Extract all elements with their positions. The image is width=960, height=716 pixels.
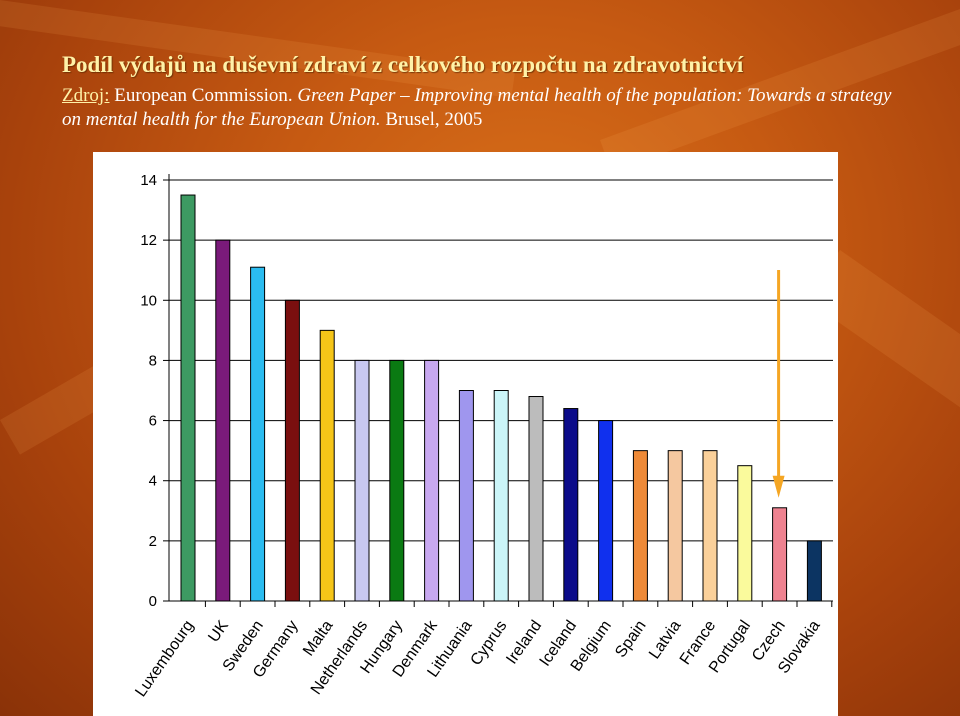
bar-belgium	[598, 420, 614, 602]
bar-uk	[215, 239, 231, 602]
bar-czech	[772, 507, 788, 602]
labels: Luxembourg UKSwedenGermanyMaltaNetherland…	[132, 617, 823, 700]
bar-portugal	[737, 465, 753, 602]
y-tick-label: 2	[149, 533, 157, 550]
bar-spain	[632, 450, 648, 602]
source-label: Zdroj:	[62, 85, 110, 106]
x-tick-label: Cyprus	[467, 618, 510, 669]
bar-cyprus	[493, 390, 509, 602]
x-tick-label: Malta	[300, 617, 336, 659]
bar-latvia	[667, 450, 683, 602]
bar-sweden	[250, 266, 266, 602]
bar-malta	[319, 329, 335, 602]
bar-germany	[284, 299, 300, 602]
source-publisher: European Commission.	[109, 85, 298, 106]
y-tick-label: 4	[149, 473, 157, 490]
y-tick-label: 0	[149, 593, 157, 610]
y-tick-label: 6	[149, 413, 157, 430]
gridlines	[169, 179, 833, 542]
y-tick-label: 8	[149, 352, 157, 369]
bar-iceland	[563, 408, 579, 602]
arrow-head	[772, 475, 785, 498]
axes: 0 2 4 6 8 10 12 14	[140, 172, 833, 610]
highlight-arrow	[772, 270, 785, 498]
bar-denmark	[424, 359, 440, 602]
bar-lithuania	[458, 390, 474, 602]
chart-panel: 0 2 4 6 8 10 12 14 Luxembourg UK Sweden Germany Mal…	[93, 152, 838, 716]
source-place-year: Brusel, 2005	[380, 109, 483, 130]
bar-netherlands	[354, 359, 370, 602]
y-tick-label: 12	[140, 232, 157, 249]
bar-ireland	[528, 396, 544, 602]
bar-slovakia	[806, 540, 822, 602]
source-document-title: Green Paper – Improving mental health of…	[62, 85, 892, 130]
y-tick-label: 14	[140, 172, 157, 189]
x-tick-label: UK	[205, 617, 232, 645]
bar-france	[702, 450, 718, 602]
slide-title: Podíl výdajů na duševní zdraví z celkové…	[62, 52, 744, 77]
bar-luxembourg	[180, 194, 196, 602]
bar-hungary	[389, 359, 405, 602]
source-citation: Zdroj: European Commission. Green Paper …	[62, 84, 902, 132]
x-tick-label: Luxembourg	[132, 618, 197, 701]
y-tick-label: 10	[140, 292, 157, 309]
x-tick-label: Spain	[612, 618, 649, 661]
bars	[180, 194, 822, 602]
